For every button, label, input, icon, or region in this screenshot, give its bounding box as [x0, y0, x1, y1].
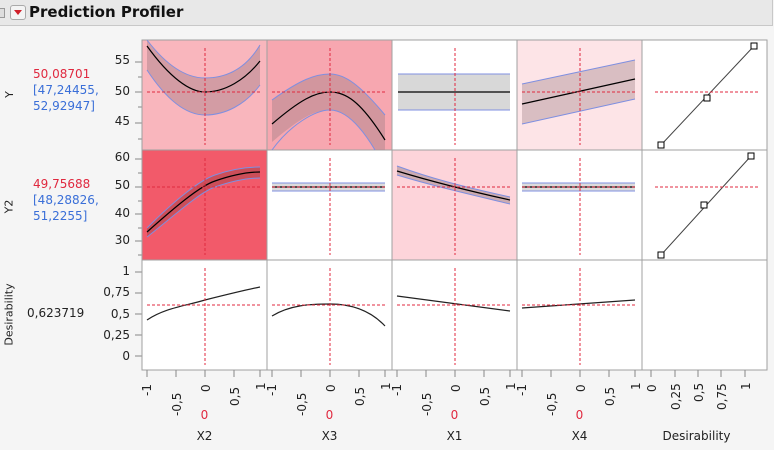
x1-tick: 0	[449, 384, 463, 392]
x4-current-value[interactable]: 0	[575, 408, 584, 422]
x3-tick: 0,5	[353, 386, 367, 406]
x4-label: X4	[571, 429, 588, 443]
x1-current-value[interactable]: 0	[450, 408, 459, 422]
x1-tick: -1	[390, 384, 404, 396]
desirability-column-label: Desirability	[662, 429, 731, 443]
desirability-tick: 0,75	[715, 383, 729, 410]
profiler-header: Prediction Profiler	[0, 0, 773, 26]
des-tick: 0,75	[103, 285, 130, 299]
y-predicted-value: 50,08701	[33, 67, 91, 81]
y2-tick: 50	[114, 178, 130, 192]
y-tick: 55	[114, 53, 130, 67]
y-tick: 50	[114, 84, 130, 98]
des-tick: 0	[122, 349, 130, 363]
collapse-toggle[interactable]	[0, 8, 5, 18]
red-triangle-menu-icon[interactable]	[10, 5, 26, 20]
x4-tick: 1	[629, 382, 643, 390]
x2-current-value[interactable]: 0	[200, 408, 209, 422]
desirability-tick: 0	[645, 384, 659, 392]
y-ci-high: 52,92947]	[33, 99, 95, 113]
y-tick: 45	[114, 114, 130, 128]
y2-predicted-value: 49,75688	[33, 177, 91, 191]
x2-label: X2	[196, 429, 213, 443]
y2-tick: 40	[114, 206, 130, 220]
x1-label: X1	[446, 429, 463, 443]
x4-tick: -1	[515, 384, 529, 396]
x4-tick: 0,5	[603, 386, 617, 406]
y-ci-low: [47,24455,	[33, 83, 99, 97]
desirability-tick: 0,25	[669, 383, 683, 410]
des-tick: 0,25	[103, 328, 130, 342]
y2-ci-low: [48,28826,	[33, 193, 99, 207]
x2-tick: 0	[199, 384, 213, 392]
y2-ci-high: 51,2255]	[33, 209, 88, 223]
desirability-tick: 1	[739, 382, 753, 390]
x4-tick: 0	[574, 384, 588, 392]
des-tick: 1	[122, 264, 130, 278]
desirability-value: 0,623719	[27, 306, 85, 320]
x1-tick: 0,5	[478, 386, 492, 406]
x2-tick: -1	[140, 384, 154, 396]
y2-tick: 60	[114, 150, 130, 164]
x2-tick: 0,5	[228, 386, 242, 406]
x3-tick: 0	[324, 384, 338, 392]
y2-tick: 30	[114, 233, 130, 247]
cell-des-desirability	[641, 259, 768, 371]
x3-current-value[interactable]: 0	[325, 408, 334, 422]
profiler-title: Prediction Profiler	[29, 3, 184, 21]
desirability-tick: 0,5	[692, 382, 706, 402]
x3-label: X3	[321, 429, 338, 443]
x3-tick: -1	[265, 384, 279, 396]
des-tick: 0,5	[110, 307, 130, 321]
